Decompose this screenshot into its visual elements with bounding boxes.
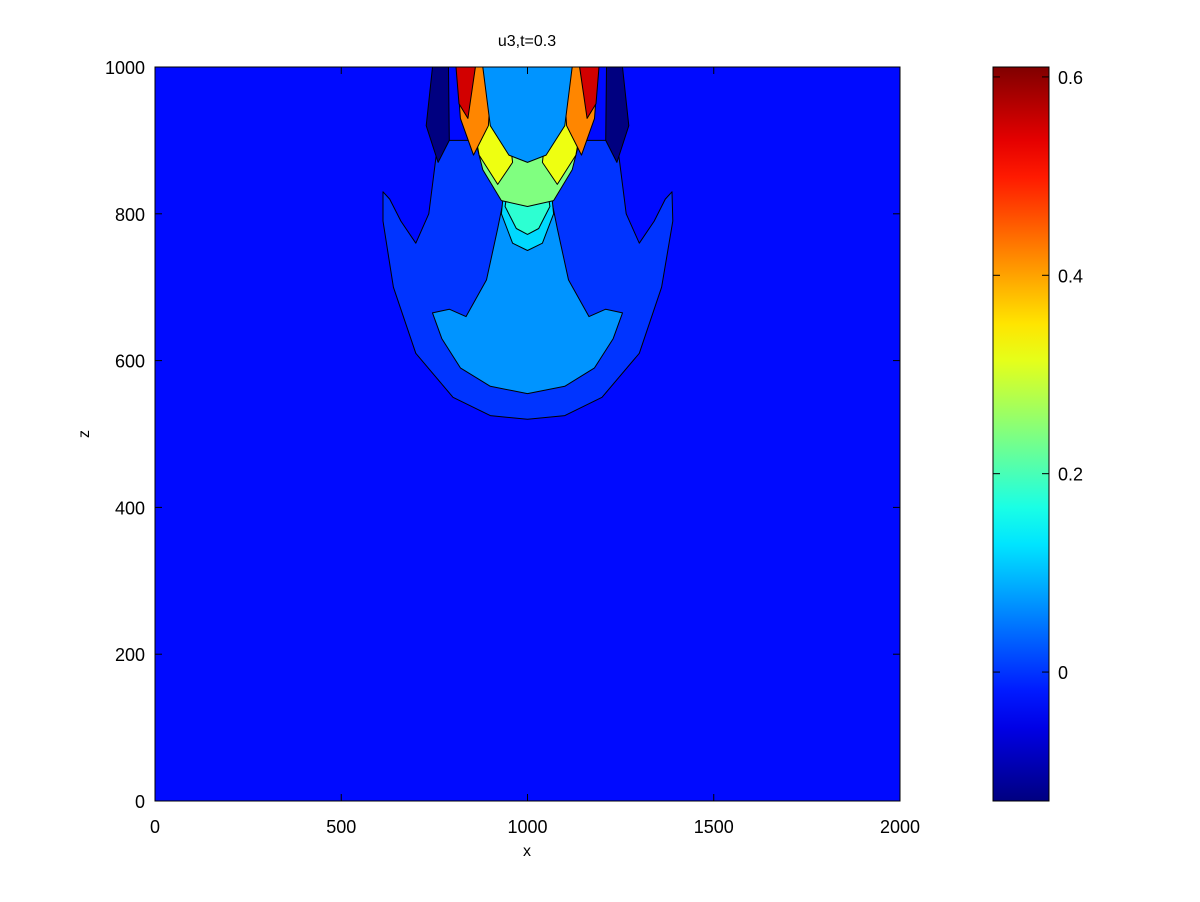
contour-regions bbox=[382, 66, 674, 420]
colorbar-tick-label: 0.4 bbox=[1058, 266, 1083, 286]
y-tick-label: 0 bbox=[135, 792, 145, 812]
colorbar-tick-label: 0 bbox=[1058, 663, 1068, 683]
contour-inner-cap bbox=[482, 66, 573, 163]
x-axis-label: x bbox=[523, 843, 531, 860]
contour-level-2 bbox=[432, 191, 623, 395]
x-axis-ticks: 0 500 1000 1500 2000 bbox=[150, 67, 920, 837]
x-tick-label: 1500 bbox=[694, 817, 734, 837]
colorbar-tick-label: 0.2 bbox=[1058, 465, 1083, 485]
y-tick-label: 600 bbox=[115, 352, 145, 372]
x-tick-label: 500 bbox=[326, 817, 356, 837]
y-tick-label: 800 bbox=[115, 205, 145, 225]
y-tick-label: 1000 bbox=[105, 58, 145, 78]
y-tick-label: 200 bbox=[115, 645, 145, 665]
colorbar-fill bbox=[993, 67, 1049, 801]
colorbar-ticks: 0 0.2 0.4 0.6 bbox=[993, 68, 1083, 683]
x-tick-label: 1000 bbox=[507, 817, 547, 837]
colorbar: 0 0.2 0.4 0.6 bbox=[992, 66, 1083, 802]
colorbar-tick-label: 0.6 bbox=[1058, 68, 1083, 88]
chart-title: u3,t=0.3 bbox=[498, 33, 556, 50]
y-axis-ticks: 0 200 400 600 800 1000 bbox=[105, 58, 900, 812]
x-tick-label: 0 bbox=[150, 817, 160, 837]
x-tick-label: 2000 bbox=[880, 817, 920, 837]
y-tick-label: 400 bbox=[115, 498, 145, 518]
colorbar-frame bbox=[992, 66, 1050, 802]
y-axis-label: z bbox=[76, 430, 93, 438]
plot-area: 0 500 1000 1500 2000 0 200 400 600 800 1000 bbox=[105, 58, 920, 837]
